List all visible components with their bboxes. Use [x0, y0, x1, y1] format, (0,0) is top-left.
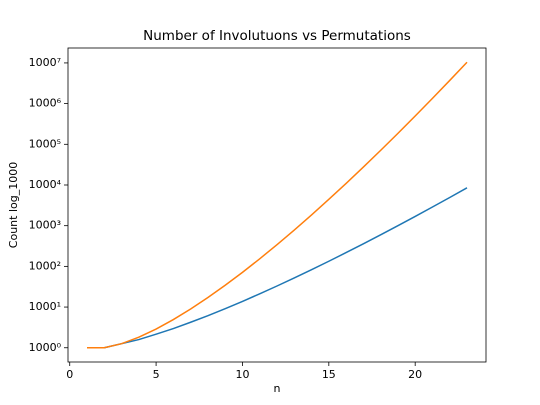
y-tick-label: 1000⁷	[29, 56, 61, 69]
data-line	[87, 61, 468, 349]
x-tick-label: 0	[66, 368, 73, 381]
y-tick-label: 1000⁴	[29, 178, 62, 191]
x-tick-label: 20	[408, 368, 422, 381]
y-tick-label: 1000⁶	[29, 97, 62, 110]
data-line	[87, 187, 468, 349]
x-tick-label: 10	[235, 368, 249, 381]
x-axis-label: n	[274, 382, 281, 395]
y-tick-label: 1000³	[29, 219, 61, 232]
x-tick-label: 5	[153, 368, 160, 381]
x-tick-label: 15	[322, 368, 336, 381]
y-tick-label: 1000²	[29, 259, 61, 272]
y-axis-label: Count log_1000	[7, 162, 20, 248]
chart-title: Number of Involutuons vs Permutations	[143, 28, 411, 44]
y-tick-label: 1000¹	[29, 300, 61, 313]
plot-frame	[67, 47, 487, 363]
y-tick-label: 1000⁵	[29, 137, 61, 150]
y-tick-label: 1000⁰	[29, 341, 62, 354]
